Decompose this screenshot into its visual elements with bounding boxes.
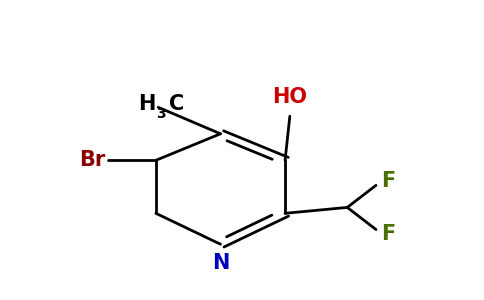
Text: H: H bbox=[138, 94, 156, 114]
Text: F: F bbox=[381, 171, 395, 191]
Text: 3: 3 bbox=[156, 107, 166, 121]
Text: Br: Br bbox=[79, 150, 106, 170]
Text: C: C bbox=[169, 94, 184, 114]
Text: F: F bbox=[381, 224, 395, 244]
Text: HO: HO bbox=[272, 87, 307, 107]
Text: N: N bbox=[212, 253, 229, 273]
